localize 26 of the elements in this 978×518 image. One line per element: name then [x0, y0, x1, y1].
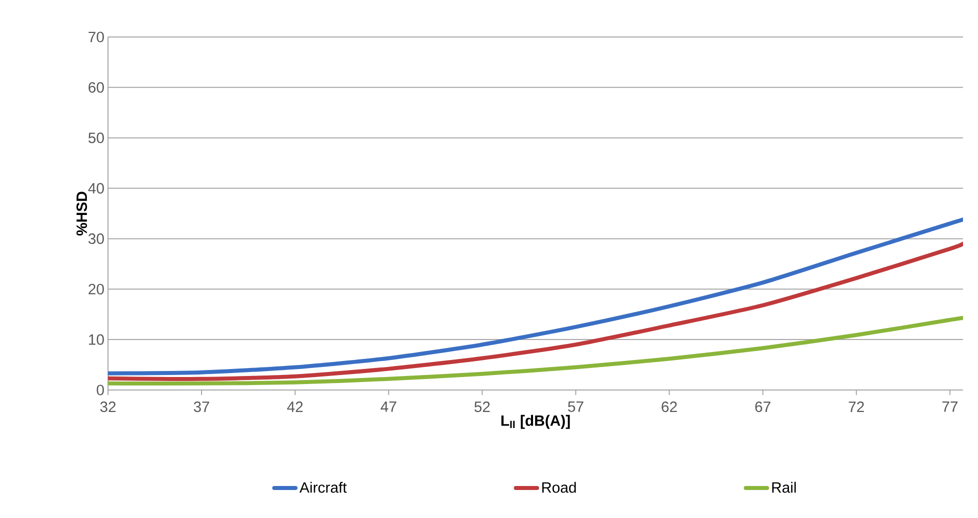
y-tick-label: 20 — [88, 284, 104, 294]
x-tick-label: 47 — [380, 402, 396, 412]
x-tick-label: 72 — [848, 402, 864, 412]
x-tick-label: 62 — [662, 402, 677, 412]
y-tick-label: 10 — [89, 334, 104, 345]
line-series — [108, 316, 964, 386]
legend-label: Rail — [772, 482, 796, 493]
y-tick-label: 30 — [88, 233, 104, 244]
y-axis-title: %HSD — [76, 192, 88, 236]
y-tick-label: 60 — [88, 82, 104, 93]
y-tick-label: 70 — [88, 32, 104, 42]
x-tick-label: 37 — [194, 402, 210, 412]
legend-label: Road — [542, 482, 576, 493]
x-tick-label: 67 — [755, 402, 770, 412]
line-series — [108, 242, 964, 381]
x-axis-title: L$_{II}$ [dB(A)] — [501, 414, 570, 429]
x-tick-label: 57 — [568, 402, 584, 412]
y-tick-label: 50 — [88, 132, 104, 144]
y-tick-label: 0 — [96, 384, 104, 396]
x-tick-label: 32 — [100, 402, 116, 412]
x-tick-label: 42 — [287, 402, 303, 412]
line-series — [108, 218, 964, 376]
legend-label: Aircraft — [300, 482, 347, 493]
x-tick-label: 77 — [942, 402, 958, 412]
x-tick-label: 52 — [474, 402, 490, 412]
y-tick-label: 40 — [88, 182, 104, 194]
